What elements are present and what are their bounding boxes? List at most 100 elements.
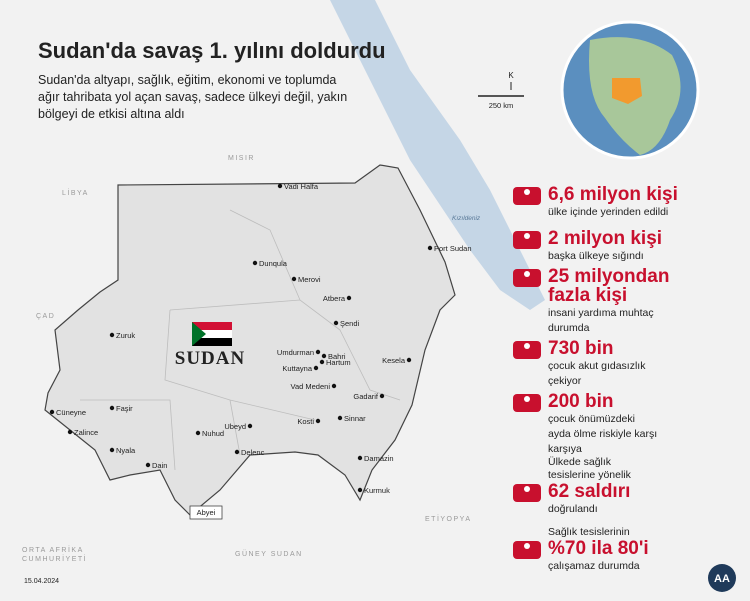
neighbor-label: CUMHURİYETİ bbox=[22, 554, 87, 563]
city-dot bbox=[67, 429, 73, 435]
globe bbox=[560, 20, 700, 160]
city-dot bbox=[379, 393, 385, 399]
city-dot bbox=[195, 430, 201, 436]
city-label: Damazin bbox=[364, 454, 394, 463]
stat-icon bbox=[513, 187, 541, 205]
stat-icon bbox=[513, 541, 541, 559]
logo-circle bbox=[708, 564, 736, 592]
stat-icon-detail bbox=[524, 343, 530, 349]
city-dot bbox=[357, 455, 363, 461]
stat-description: durumda bbox=[548, 322, 590, 334]
city-dot bbox=[315, 349, 321, 355]
stat-description: çocuk akut gıdasızlık bbox=[548, 360, 646, 372]
stat-icon-detail bbox=[524, 486, 530, 492]
city-label: Nyala bbox=[116, 446, 136, 455]
neighbor-label: GÜNEY SUDAN bbox=[235, 550, 303, 558]
logo: AA bbox=[714, 573, 730, 585]
stat-description: ayda ölme riskiyle karşı bbox=[548, 428, 657, 440]
city-dot bbox=[234, 449, 240, 455]
city-label: Abyei bbox=[197, 508, 216, 517]
city-label: Dain bbox=[152, 461, 167, 470]
stat-pre: Ülkede sağlık bbox=[548, 456, 612, 468]
city-dot bbox=[277, 183, 283, 189]
stat-pre: Sağlık tesislerinin bbox=[548, 526, 630, 538]
city-label: Zalince bbox=[74, 428, 98, 437]
state-borders bbox=[80, 209, 401, 471]
stat-headline: 200 bin bbox=[548, 391, 613, 412]
stat-icon-detail bbox=[524, 189, 530, 195]
city-label: Gadarif bbox=[353, 392, 379, 401]
neighbor-label: MISIR bbox=[228, 155, 255, 162]
neighbor-label: ORTA AFRİKA bbox=[22, 545, 84, 554]
neighbor-label: ÇAD bbox=[36, 313, 55, 320]
city-label: Faşir bbox=[116, 404, 133, 413]
city-label: Cüneyne bbox=[56, 408, 86, 417]
stat-icon bbox=[513, 484, 541, 502]
city-dot bbox=[319, 359, 325, 365]
stat-description: çocuk önümüzdeki bbox=[548, 413, 635, 425]
city-dot bbox=[406, 357, 412, 363]
city-dot bbox=[346, 295, 352, 301]
flag bbox=[192, 322, 232, 346]
stat-description: ülke içinde yerinden edildi bbox=[548, 206, 668, 218]
city-dot bbox=[427, 245, 433, 251]
stat-description: karşıya bbox=[548, 443, 582, 455]
city-label: Vad Medeni bbox=[291, 382, 331, 391]
city-dot bbox=[337, 415, 343, 421]
stat-icon bbox=[513, 341, 541, 359]
city-label: Umdurman bbox=[277, 348, 314, 357]
city-dot bbox=[321, 353, 327, 359]
city-label: Delenc bbox=[241, 448, 265, 457]
stat-description: başka ülkeye sığındı bbox=[548, 250, 644, 262]
stat-icon-detail bbox=[524, 271, 530, 277]
subtitle: Sudan'da altyapı, sağlık, eğitim, ekonom… bbox=[38, 73, 336, 87]
stat-headline: 62 saldırı bbox=[548, 481, 630, 502]
stat-headline: 6,6 milyon kişi bbox=[548, 184, 678, 205]
city-dot bbox=[357, 487, 363, 493]
city-label: Sinnar bbox=[344, 414, 366, 423]
stat-description: doğrulandı bbox=[548, 503, 598, 515]
city-label: Hartum bbox=[326, 358, 351, 367]
city-dot bbox=[109, 447, 115, 453]
city-dot bbox=[331, 383, 337, 389]
city-dot bbox=[109, 405, 115, 411]
stat-icon bbox=[513, 394, 541, 412]
city-dot bbox=[109, 332, 115, 338]
city-label: Nuhud bbox=[202, 429, 224, 438]
stat-headline: 2 milyon kişi bbox=[548, 228, 662, 249]
city-dot bbox=[252, 260, 258, 266]
city-label: Merovi bbox=[298, 275, 321, 284]
city-label: Bahri bbox=[328, 352, 346, 361]
abyei-box bbox=[189, 505, 223, 520]
country-label: SUDAN bbox=[175, 348, 245, 369]
city-label: Atbera bbox=[323, 294, 346, 303]
city-label: Kosti bbox=[297, 417, 314, 426]
city-label: Zuruk bbox=[116, 331, 135, 340]
sea-label: Kızıldeniz bbox=[452, 215, 481, 222]
stat-icon bbox=[513, 231, 541, 249]
city-label: Kuttayna bbox=[282, 364, 312, 373]
stat-headline: 730 bin bbox=[548, 338, 613, 359]
date: 15.04.2024 bbox=[24, 578, 59, 585]
neighbor-label: LİBYA bbox=[62, 188, 89, 197]
stat-headline: 25 milyondan bbox=[548, 266, 669, 287]
stat-headline: fazla kişi bbox=[548, 285, 627, 306]
stat-pre: tesislerine yönelik bbox=[548, 469, 632, 481]
stat-icon-detail bbox=[524, 396, 530, 402]
title: Sudan'da savaş 1. yılını doldurdu bbox=[38, 38, 386, 63]
city-dot bbox=[315, 418, 321, 424]
city-dot bbox=[313, 365, 319, 371]
stat-description: çalışamaz durumda bbox=[548, 560, 640, 572]
city-dot bbox=[333, 320, 339, 326]
neighbor-label: ETİYOPYA bbox=[425, 514, 472, 523]
compass: K bbox=[508, 71, 514, 80]
stat-description: çekiyor bbox=[548, 375, 582, 387]
red-sea bbox=[330, 0, 545, 310]
stat-icon-detail bbox=[524, 543, 530, 549]
stat-icon-detail bbox=[524, 233, 530, 239]
city-dot bbox=[247, 423, 253, 429]
subtitle: bölgeyi de etkisi altına aldı bbox=[38, 107, 185, 121]
stat-icon bbox=[513, 269, 541, 287]
city-label: Kesela bbox=[382, 356, 406, 365]
